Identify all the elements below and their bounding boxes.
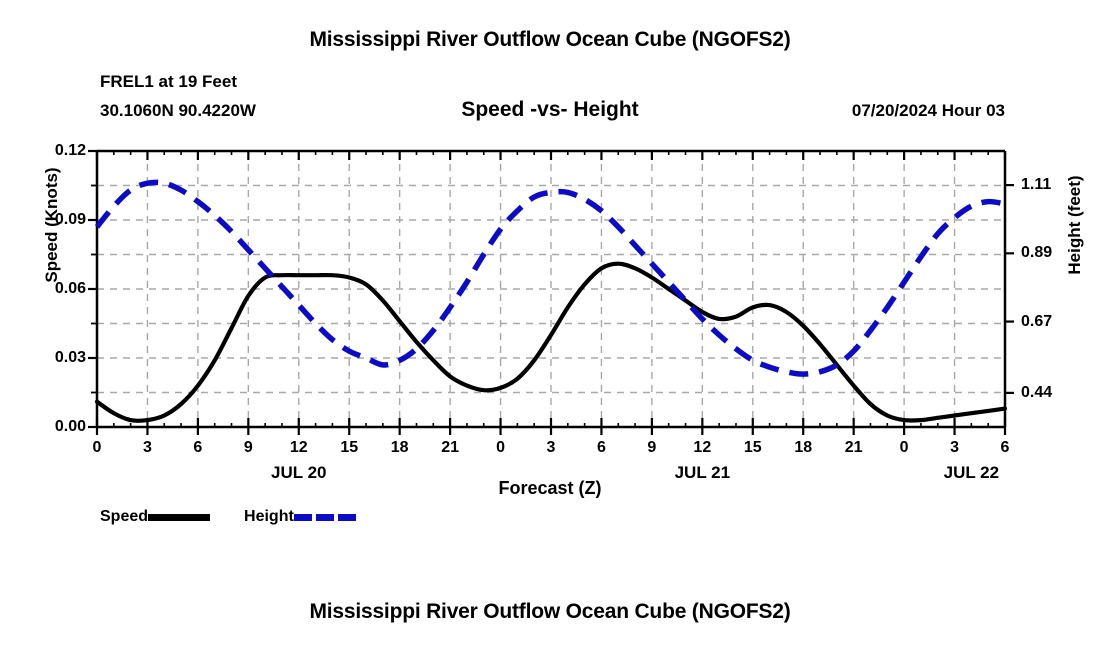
- y-axis-right-tick-label: 0.89: [1021, 244, 1053, 262]
- x-axis-tick-label: 21: [844, 439, 863, 456]
- y-axis-right-tick-label: 0.44: [1021, 383, 1053, 401]
- x-axis-tick-label: 0: [496, 439, 505, 456]
- x-axis-title: Forecast (Z): [498, 478, 602, 498]
- x-axis-tick-label: 18: [390, 439, 409, 456]
- x-axis-tick-label: 12: [289, 439, 308, 456]
- model-run-timestamp: 07/20/2024 Hour 03: [851, 101, 1005, 120]
- x-axis-tick-label: 0: [92, 439, 102, 456]
- y-axis-right-tick-label: 0.67: [1021, 312, 1053, 330]
- chart-legend: Speed Height: [100, 508, 356, 526]
- x-axis-tick-label: 12: [693, 439, 712, 456]
- x-axis-tick-label: 3: [546, 439, 556, 456]
- legend-item-height: Height: [244, 508, 356, 526]
- data-series-speed: [94, 261, 1008, 423]
- x-axis-tick-label: 9: [647, 439, 657, 456]
- x-axis-tick-label: 9: [243, 439, 253, 456]
- x-axis-tick-label: 21: [441, 439, 460, 456]
- station-coordinates-label: 30.1060N 90.4220W: [100, 101, 256, 120]
- y-axis-left-tick-label: 0.09: [54, 211, 86, 228]
- x-axis-tick-label: 6: [1000, 439, 1010, 456]
- y-axis-right-tick-label: 1.11: [1021, 176, 1052, 194]
- legend-label-speed: Speed: [100, 508, 149, 525]
- x-axis-day-label: JUL 22: [943, 463, 1000, 482]
- y-axis-left-tick-label: 0.12: [54, 142, 86, 159]
- legend-item-speed: Speed: [100, 508, 244, 526]
- x-axis-tick-label: 18: [794, 439, 813, 456]
- x-axis-tick-label: 15: [743, 439, 762, 456]
- page-title-bottom: Mississippi River Outflow Ocean Cube (NG…: [309, 600, 791, 623]
- station-name-label: FREL1 at 19 Feet: [100, 72, 237, 91]
- x-axis-day-label: JUL 21: [674, 463, 731, 482]
- x-axis-tick-label: 6: [193, 439, 203, 456]
- x-axis-tick-label: 3: [142, 439, 152, 456]
- chart-subtitle: Speed -vs- Height: [461, 98, 639, 121]
- x-axis-day-label: JUL 20: [271, 463, 327, 482]
- y-axis-right-title: Height (feet): [1065, 175, 1084, 275]
- data-series-height: [94, 179, 1006, 377]
- legend-swatch-height-icon: [293, 513, 356, 521]
- x-axis-tick-label: 6: [596, 439, 606, 456]
- x-axis-tick-label: 0: [899, 439, 909, 456]
- y-axis-left-tick-label: 0.03: [54, 349, 86, 366]
- x-axis-tick-label: 15: [340, 439, 359, 456]
- legend-swatch-speed-icon: [148, 513, 211, 521]
- legend-label-height: Height: [244, 508, 294, 525]
- page-title-top: Mississippi River Outflow Ocean Cube (NG…: [309, 28, 791, 51]
- x-axis-tick-label: 3: [950, 439, 959, 456]
- y-axis-left-tick-label: 0.06: [54, 280, 86, 297]
- y-axis-left-tick-label: 0.00: [54, 418, 86, 435]
